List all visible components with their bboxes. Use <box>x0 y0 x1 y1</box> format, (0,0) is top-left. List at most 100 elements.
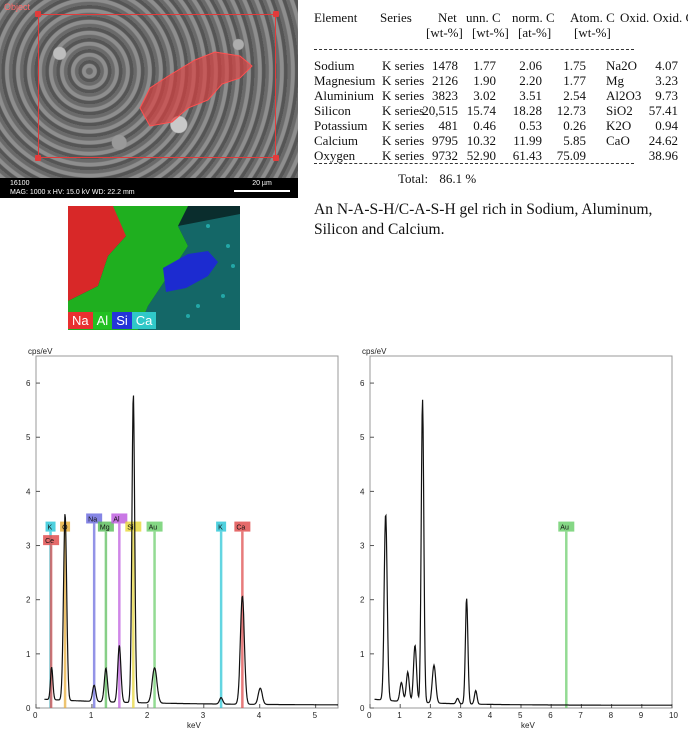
y-tick-label: 4 <box>360 487 365 496</box>
table-cell: K series <box>382 118 425 133</box>
x-tick-label: 3 <box>458 711 463 720</box>
table-cell: 11.99 <box>513 133 542 148</box>
table-header-cell: norm. C <box>512 10 555 25</box>
element-label: Mg <box>100 525 110 532</box>
composition-table: Element Series Net unn. C norm. C Atom. … <box>314 10 688 163</box>
sem-box-handle <box>273 11 279 17</box>
table-cell: 1.77 <box>473 58 496 73</box>
table-cell: 0.46 <box>473 118 496 133</box>
element-label: Ca <box>236 525 245 532</box>
y-tick-label: 0 <box>26 704 31 713</box>
table-cell: K2O <box>606 118 632 133</box>
legend-ca: Ca <box>131 312 157 329</box>
elemental-map-legend: Na Al Si Ca <box>68 312 157 329</box>
y-tick-label: 3 <box>360 542 365 551</box>
x-tick-label: 3 <box>201 711 206 720</box>
table-cell: 9732 <box>432 148 458 163</box>
table-cell: K series <box>382 103 425 118</box>
element-label: K <box>218 525 223 532</box>
element-label-box <box>558 521 575 532</box>
element-label-box <box>86 513 103 524</box>
x-tick-label: 0 <box>367 711 372 720</box>
total-label: Total: <box>398 171 429 186</box>
element-label: Si <box>127 525 134 532</box>
table-cell: Oxygen <box>314 148 356 163</box>
table-row: Silicon K series 20,515 15.74 18.28 12.73 SiO2… <box>314 103 688 118</box>
table-subheader-cell: [wt-%] <box>426 25 463 40</box>
table-cell: 61.43 <box>512 148 542 163</box>
table-cell: Mg <box>606 73 625 88</box>
plot-frame <box>369 355 673 709</box>
table-cell: 38.96 <box>648 148 678 163</box>
element-label-box <box>234 521 251 532</box>
elemental-map <box>68 206 240 330</box>
table-cell: 3823 <box>432 88 458 103</box>
x-tick-label: 5 <box>518 711 523 720</box>
table-cell: 9795 <box>432 133 458 148</box>
total-value: 86.1 % <box>439 171 477 186</box>
table-cell: 9.73 <box>655 88 678 103</box>
sem-info-bar: 16100 MAG: 1000 x HV: 15.0 kV WD: 22.2 m… <box>0 178 298 198</box>
x-tick-label: 7 <box>578 711 583 720</box>
spectrum-line <box>374 399 672 706</box>
sem-object-label: Object <box>4 2 31 12</box>
table-cell: 57.41 <box>648 103 678 118</box>
legend-al: Al <box>92 312 113 329</box>
element-label-box <box>146 521 163 532</box>
table-subheader-cell: [wt-%] <box>574 25 611 40</box>
eds-spectrum-left: cps/eV keV 0 1 2 3 4 5 6 0 1 2 3 4 5 K Ce O Na Mg Al Si Au K Ca <box>0 344 345 736</box>
x-tick-label: 2 <box>145 711 150 720</box>
table-cell: K series <box>382 133 425 148</box>
table-row: Potassium K series 481 0.46 0.53 0.26 K2O 0.94 <box>314 118 688 133</box>
element-label-box <box>216 521 227 532</box>
table-cell: 15.74 <box>466 103 496 118</box>
table-total: Total: 86.1 % <box>398 171 476 187</box>
sem-box-handle <box>273 155 279 161</box>
x-tick-label: 0 <box>33 711 38 720</box>
table-cell: K series <box>382 88 425 103</box>
table-cell: 3.23 <box>655 73 678 88</box>
table-header-cell: Net <box>438 10 457 25</box>
y-tick-label: 2 <box>26 596 31 605</box>
y-tick-label: 6 <box>360 379 365 388</box>
element-label-box <box>43 535 60 546</box>
element-label: K <box>48 525 53 532</box>
element-label: Ce <box>45 538 54 545</box>
table-cell: Magnesium <box>314 73 376 88</box>
table-row: Oxygen K series 9732 52.90 61.43 75.09 38.96 <box>314 148 688 163</box>
table-cell: Potassium <box>314 118 368 133</box>
x-axis-label: keV <box>521 721 535 730</box>
sem-micrograph: Object 16100 MAG: 1000 x HV: 15.0 kV WD:… <box>0 0 298 198</box>
y-axis-label: cps/eV <box>362 347 387 356</box>
sem-meta: MAG: 1000 x HV: 15.0 kV WD: 22.2 mm <box>10 189 135 196</box>
y-tick-label: 0 <box>360 704 365 713</box>
x-tick-label: 5 <box>313 711 318 720</box>
table-cell: 0.53 <box>519 118 542 133</box>
table-cell: 3.51 <box>519 88 542 103</box>
table-cell: 1.77 <box>563 73 586 88</box>
sem-box-handle <box>35 11 41 17</box>
legend-na: Na <box>68 312 93 329</box>
element-label: Al <box>113 516 120 523</box>
table-header-cell: Oxid. C <box>653 10 688 25</box>
y-tick-label: 2 <box>360 596 365 605</box>
table-cell: SiO2 <box>606 103 633 118</box>
table-cell: K series <box>382 73 425 88</box>
sem-scale-bar <box>234 190 290 192</box>
table-rule-top <box>314 49 634 50</box>
x-tick-label: 9 <box>639 711 644 720</box>
table-cell: Calcium <box>314 133 359 148</box>
y-tick-label: 4 <box>26 487 31 496</box>
y-tick-label: 1 <box>26 650 31 659</box>
table-cell: 1.90 <box>473 73 496 88</box>
x-tick-label: 10 <box>669 711 678 720</box>
table-cell: Silicon <box>314 103 351 118</box>
sem-scale-label: 20 µm <box>252 180 272 187</box>
table-cell: 2126 <box>432 73 458 88</box>
elemental-map-image <box>68 206 240 330</box>
table-header-cell: Atom. C <box>570 10 615 25</box>
element-label: Na <box>88 516 97 523</box>
y-tick-label: 5 <box>360 433 365 442</box>
y-tick-label: 1 <box>360 650 365 659</box>
table-subheader-cell: [wt-%] <box>472 25 509 40</box>
